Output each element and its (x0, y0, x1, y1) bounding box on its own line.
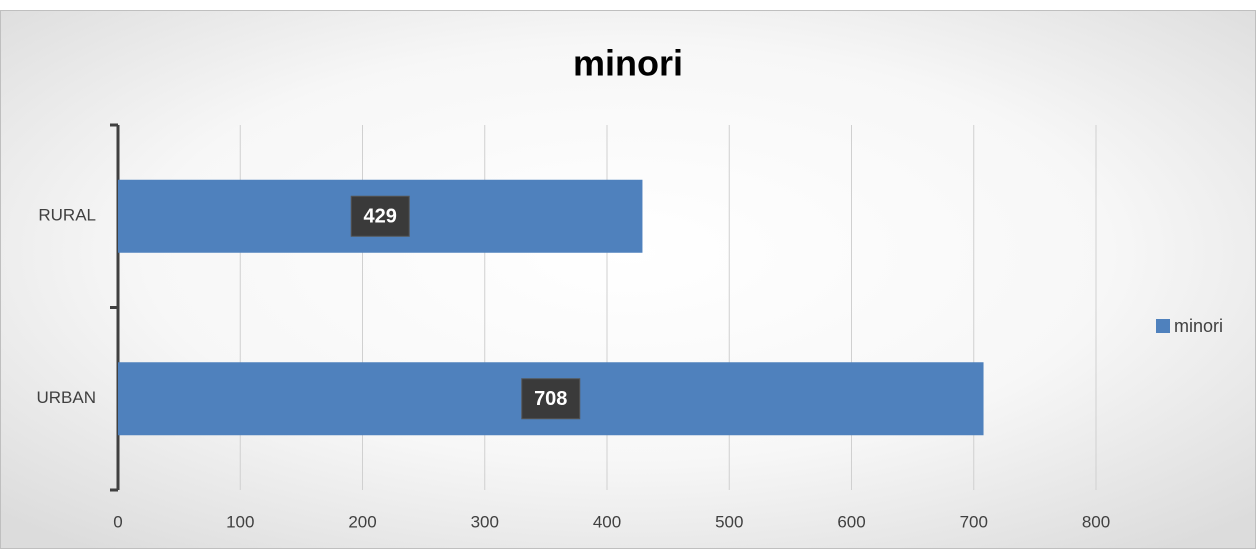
chart-title: minori (573, 43, 683, 84)
legend-swatch (1156, 319, 1170, 333)
y-tick-label: RURAL (38, 206, 96, 225)
y-tick-label: URBAN (36, 388, 96, 407)
legend-label: minori (1174, 316, 1223, 336)
data-label-box (521, 378, 581, 420)
x-tick-label: 300 (471, 512, 499, 531)
x-tick-label: 700 (960, 512, 988, 531)
data-label: 429 (364, 206, 397, 228)
x-tick-label: 0 (113, 512, 122, 531)
data-label-box (350, 195, 410, 237)
x-tick-label: 500 (715, 512, 743, 531)
data-label: 708 (534, 388, 567, 410)
x-tick-label: 400 (593, 512, 621, 531)
x-tick-label: 600 (837, 512, 865, 531)
chart-background (0, 10, 1256, 549)
x-tick-label: 800 (1082, 512, 1110, 531)
x-tick-label: 200 (348, 512, 376, 531)
x-tick-label: 100 (226, 512, 254, 531)
